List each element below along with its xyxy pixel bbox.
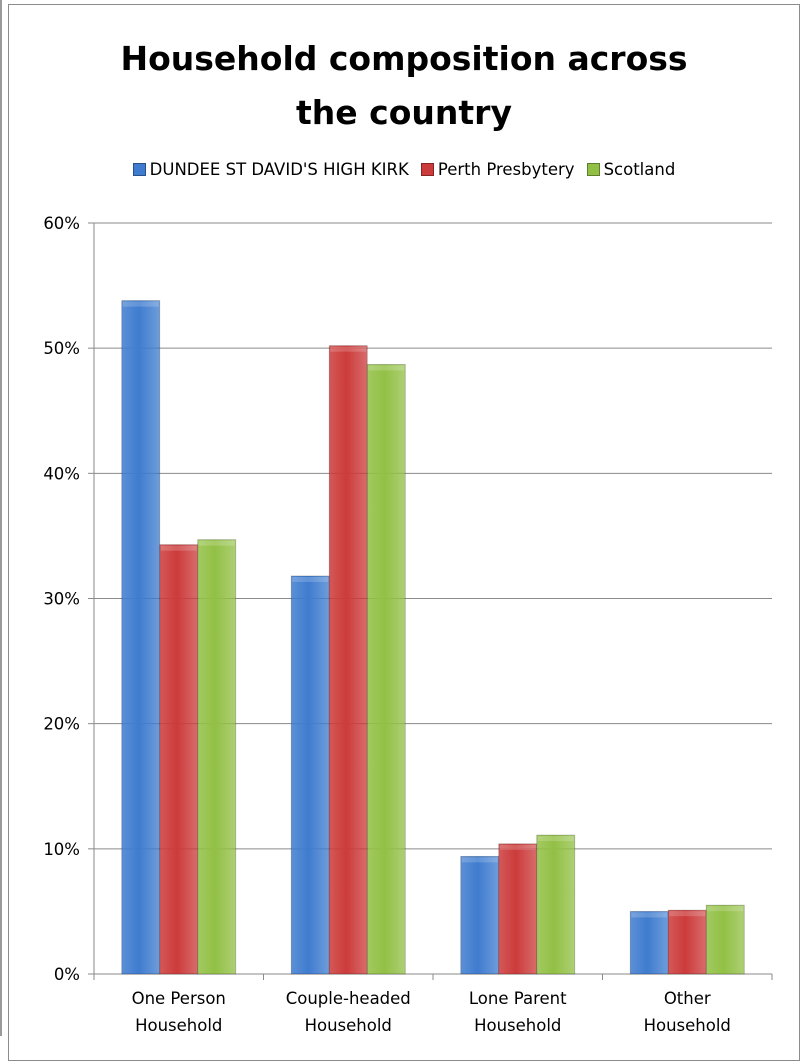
- bar-highlight: [707, 906, 744, 912]
- bar-highlight: [461, 857, 498, 863]
- chart-title-line-1: Household composition across: [120, 39, 688, 78]
- legend-item-perth: Perth Presbytery: [420, 160, 575, 179]
- y-tick-label: 40%: [43, 464, 80, 483]
- bar: [197, 539, 237, 975]
- bar: [498, 843, 538, 975]
- bar: [629, 911, 669, 975]
- bar-highlight: [292, 576, 329, 582]
- legend-label-dundee: DUNDEE ST DAVID'S HIGH KIRK: [149, 160, 409, 179]
- x-tick-label: One Person Household: [132, 989, 226, 1035]
- bar-highlight: [330, 346, 367, 352]
- bar: [159, 544, 199, 975]
- x-tick-labels: One Person Household Couple-headed Househol…: [132, 989, 731, 1035]
- bar-highlight: [499, 844, 536, 850]
- y-tick-label: 30%: [43, 590, 80, 609]
- legend-swatch-scotland: [586, 163, 600, 176]
- page-left-border: [0, 0, 2, 1036]
- bar: [667, 909, 707, 975]
- legend-item-dundee: DUNDEE ST DAVID'S HIGH KIRK: [132, 160, 409, 179]
- y-tick-label: 50%: [43, 339, 80, 358]
- bar-highlight: [537, 836, 574, 842]
- bar-highlight: [198, 540, 235, 546]
- bar-highlight: [631, 912, 668, 918]
- bar: [290, 575, 330, 975]
- chart-title: Household composition across the country: [8, 32, 800, 140]
- chart-legend: DUNDEE ST DAVID'S HIGH KIRK Perth Presby…: [8, 160, 800, 179]
- y-tick-label: 20%: [43, 715, 80, 734]
- y-tick-labels: 0% 10% 20% 30% 40% 50% 60%: [43, 214, 80, 984]
- bars: [121, 300, 745, 975]
- chart-title-line-2: the country: [296, 93, 512, 132]
- bar: [460, 855, 500, 975]
- bar: [366, 364, 406, 975]
- x-tick-label: Lone Parent Household: [469, 989, 567, 1035]
- bar: [328, 345, 368, 975]
- bar-highlight: [669, 911, 706, 917]
- legend-label-perth: Perth Presbytery: [437, 160, 575, 179]
- bar-highlight: [160, 545, 197, 551]
- legend-item-scotland: Scotland: [586, 160, 676, 179]
- bar-highlight: [368, 365, 405, 371]
- gridlines: [88, 222, 772, 975]
- y-tick-label: 0%: [54, 965, 80, 984]
- x-tick-label: Other Household: [644, 989, 731, 1035]
- legend-swatch-perth: [420, 163, 434, 176]
- y-tick-label: 60%: [43, 214, 80, 233]
- bar: [121, 300, 161, 975]
- bar: [705, 904, 745, 975]
- bar: [536, 834, 576, 975]
- x-tick-label: Couple-headed Household: [286, 989, 411, 1035]
- bar-highlight: [122, 301, 159, 307]
- y-tick-label: 10%: [43, 840, 80, 859]
- legend-label-scotland: Scotland: [603, 160, 676, 179]
- legend-swatch-dundee: [132, 163, 146, 176]
